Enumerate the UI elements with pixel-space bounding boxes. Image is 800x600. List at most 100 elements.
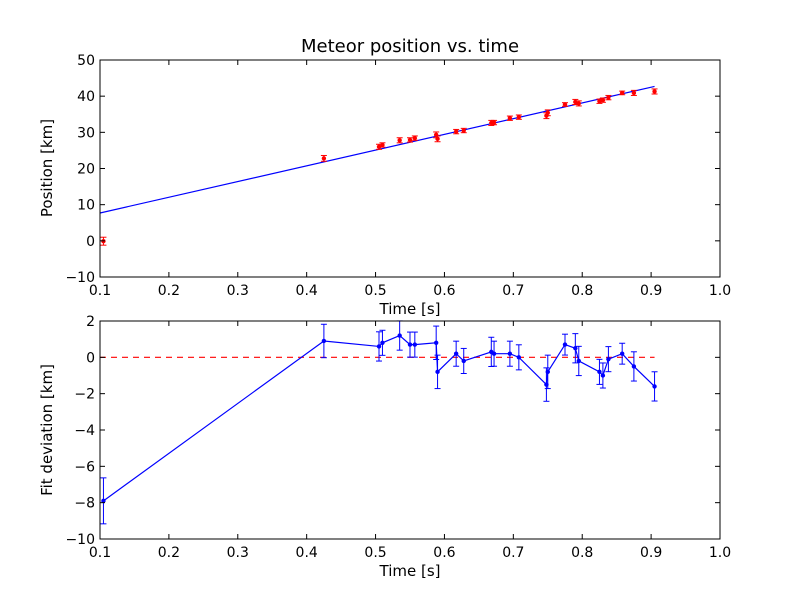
data-point xyxy=(396,137,403,144)
x-tick-label: 0.1 xyxy=(89,283,111,299)
point-marker xyxy=(433,340,439,345)
data-point xyxy=(544,109,551,117)
x-tick-label: 1.0 xyxy=(709,545,731,561)
point-marker xyxy=(545,110,550,116)
y-axis-label: Fit deviation [km] xyxy=(38,364,56,496)
x-tick-label: 0.9 xyxy=(640,545,662,561)
plot-area xyxy=(100,320,658,525)
point-marker xyxy=(101,498,106,504)
deviation-point xyxy=(379,329,386,356)
x-axis-ticks: 0.1 0.2 0.3 0.4 0.5 0.6 0.7 0.8 0.9 1.0 xyxy=(89,321,731,561)
point-marker xyxy=(461,128,466,133)
chart-title: Meteor position vs. time xyxy=(301,36,519,57)
point-marker xyxy=(380,340,385,345)
data-point xyxy=(619,90,626,96)
data-point xyxy=(562,102,568,107)
deviation-point xyxy=(630,351,637,382)
x-axis-ticks: 0.1 0.2 0.3 0.4 0.5 0.6 0.7 0.8 0.9 1.0 xyxy=(89,60,731,299)
data-point xyxy=(320,154,327,162)
deviation-point xyxy=(572,333,579,364)
deviation-point xyxy=(651,371,658,402)
x-tick-label: 0.4 xyxy=(296,545,318,561)
y-tick-label: −4 xyxy=(74,423,95,439)
deviation-point xyxy=(599,362,606,389)
deviation-point xyxy=(376,331,382,362)
point-marker xyxy=(631,364,637,369)
x-tick-label: 0.2 xyxy=(158,283,180,299)
data-point xyxy=(407,137,413,143)
point-marker xyxy=(321,156,327,161)
y-tick-label: −10 xyxy=(65,270,95,286)
y-axis-ticks: −10 −8 −6 −4 −2 0 2 xyxy=(65,314,720,548)
x-axis-label: Time [s] xyxy=(379,300,441,318)
point-marker xyxy=(507,351,513,356)
data-point xyxy=(630,89,637,96)
deviation-point xyxy=(605,346,612,373)
deviation-point xyxy=(411,331,418,358)
point-marker xyxy=(652,89,657,94)
deviation-point xyxy=(320,323,327,359)
data-point xyxy=(453,128,460,135)
position-chart: Meteor position vs. time 0.1 0.2 0.3 0.4 0.5… xyxy=(38,36,731,318)
point-marker xyxy=(376,144,382,149)
x-tick-label: 0.3 xyxy=(227,545,249,561)
data-point xyxy=(515,114,522,120)
point-marker xyxy=(545,369,550,375)
y-tick-label: −8 xyxy=(74,496,95,512)
deviation-point xyxy=(544,354,551,390)
point-marker xyxy=(573,346,578,351)
y-tick-label: −6 xyxy=(74,459,95,475)
x-axis-label: Time [s] xyxy=(379,562,441,580)
data-point xyxy=(506,115,513,121)
point-marker xyxy=(562,342,568,347)
point-marker xyxy=(407,342,413,347)
deviation-chart: 0.1 0.2 0.3 0.4 0.5 0.6 0.7 0.8 0.9 1.0 −10 −8 −6 −4… xyxy=(38,314,731,580)
x-tick-label: 0.4 xyxy=(296,283,318,299)
point-marker xyxy=(600,373,606,378)
point-marker xyxy=(435,136,440,142)
point-marker xyxy=(606,95,611,100)
data-point xyxy=(651,88,658,95)
point-marker xyxy=(619,351,625,356)
point-marker xyxy=(606,356,611,362)
x-tick-label: 0.9 xyxy=(640,283,662,299)
x-tick-label: 0.3 xyxy=(227,283,249,299)
data-point xyxy=(434,135,441,143)
deviation-point xyxy=(575,345,582,377)
data-point xyxy=(599,97,606,103)
point-marker xyxy=(321,338,327,344)
y-tick-label: 20 xyxy=(77,162,95,178)
y-tick-label: 0 xyxy=(86,234,95,250)
y-axis-ticks: −10 0 10 20 30 40 50 xyxy=(65,53,720,286)
point-marker xyxy=(397,138,402,143)
point-marker xyxy=(397,333,402,338)
x-tick-label: 0.2 xyxy=(158,545,180,561)
x-tick-label: 0.6 xyxy=(433,545,455,561)
point-marker xyxy=(380,142,385,148)
deviation-point xyxy=(453,340,460,367)
point-marker xyxy=(461,358,466,364)
y-tick-label: 50 xyxy=(77,53,95,69)
point-marker xyxy=(562,102,568,107)
point-marker xyxy=(516,114,522,120)
point-marker xyxy=(412,342,418,347)
y-tick-label: −10 xyxy=(65,532,95,548)
point-marker xyxy=(407,137,413,143)
point-marker xyxy=(491,120,497,125)
point-marker xyxy=(491,351,497,356)
deviation-point xyxy=(506,340,513,367)
point-marker xyxy=(576,101,581,106)
deviation-point xyxy=(562,333,568,356)
x-tick-label: 0.5 xyxy=(364,283,386,299)
y-tick-label: 2 xyxy=(86,314,95,330)
point-marker xyxy=(600,97,606,103)
x-tick-label: 0.6 xyxy=(433,283,455,299)
deviation-point xyxy=(433,325,440,361)
x-tick-label: 0.5 xyxy=(364,545,386,561)
x-tick-label: 0.1 xyxy=(89,545,111,561)
point-marker xyxy=(652,384,657,389)
data-point xyxy=(491,119,498,126)
deviation-point xyxy=(434,354,441,390)
